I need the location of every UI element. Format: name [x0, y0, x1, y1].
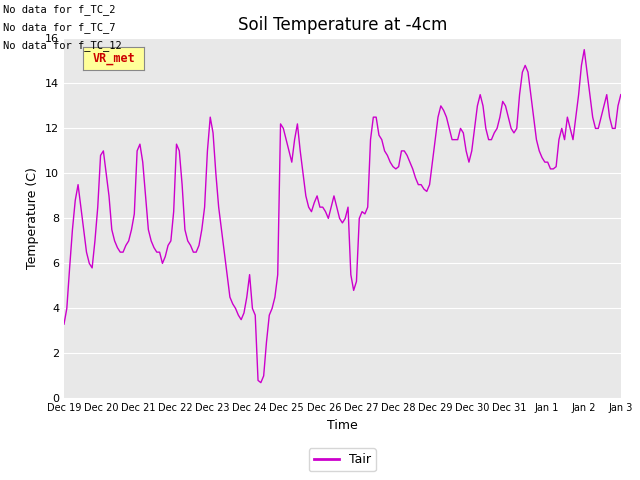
Legend: Tair: Tair: [309, 448, 376, 471]
X-axis label: Time: Time: [327, 419, 358, 432]
Text: VR_met: VR_met: [92, 51, 135, 65]
Y-axis label: Temperature (C): Temperature (C): [26, 168, 40, 269]
Title: Soil Temperature at -4cm: Soil Temperature at -4cm: [237, 16, 447, 34]
Text: No data for f_TC_12: No data for f_TC_12: [3, 40, 122, 51]
Text: No data for f_TC_2: No data for f_TC_2: [3, 4, 116, 15]
Text: No data for f_TC_7: No data for f_TC_7: [3, 22, 116, 33]
